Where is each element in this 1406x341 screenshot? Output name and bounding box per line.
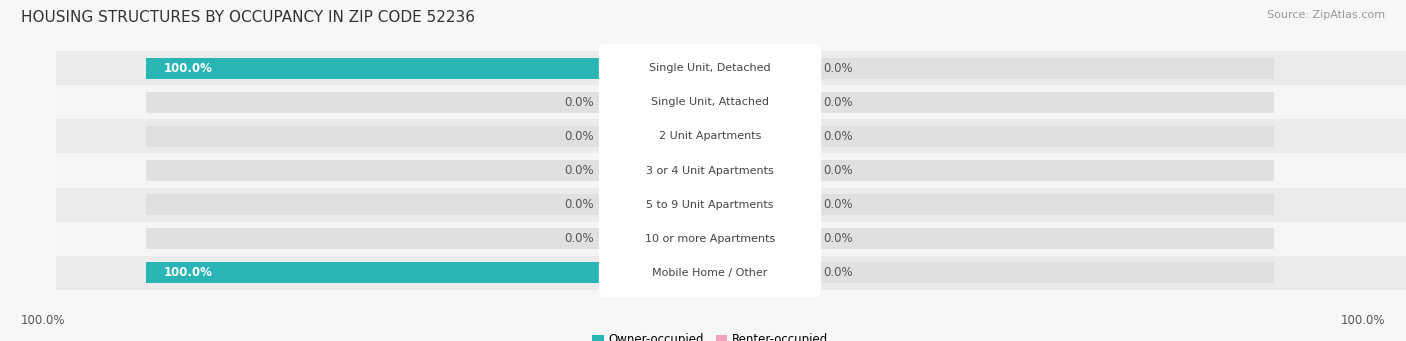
Bar	[146, 92, 1274, 113]
Bar	[56, 153, 1406, 188]
Bar	[146, 160, 1274, 181]
Text: 100.0%: 100.0%	[1340, 314, 1385, 327]
FancyBboxPatch shape	[599, 78, 821, 127]
Bar	[146, 262, 1274, 283]
Bar	[146, 228, 1274, 249]
Bar	[710, 126, 811, 147]
Text: 0.0%: 0.0%	[823, 130, 852, 143]
Bar	[56, 256, 1406, 290]
Text: 0.0%: 0.0%	[823, 96, 852, 109]
Text: 0.0%: 0.0%	[564, 96, 593, 109]
Text: 0.0%: 0.0%	[823, 232, 852, 245]
Bar	[56, 85, 1406, 119]
Text: 5 to 9 Unit Apartments: 5 to 9 Unit Apartments	[647, 199, 773, 210]
Text: 10 or more Apartments: 10 or more Apartments	[645, 234, 775, 244]
Text: Source: ZipAtlas.com: Source: ZipAtlas.com	[1267, 10, 1385, 20]
Bar	[631, 92, 710, 113]
Bar	[710, 262, 811, 283]
Bar	[56, 222, 1406, 256]
Bar	[146, 262, 710, 283]
Bar	[710, 58, 811, 79]
Text: 2 Unit Apartments: 2 Unit Apartments	[659, 131, 761, 142]
Bar	[146, 58, 710, 79]
Bar	[56, 51, 1406, 85]
Text: Single Unit, Attached: Single Unit, Attached	[651, 97, 769, 107]
Bar	[56, 119, 1406, 153]
FancyBboxPatch shape	[599, 214, 821, 263]
Bar	[710, 228, 811, 249]
Text: 0.0%: 0.0%	[823, 62, 852, 75]
Legend: Owner-occupied, Renter-occupied: Owner-occupied, Renter-occupied	[592, 333, 828, 341]
Bar	[710, 92, 811, 113]
Bar	[710, 160, 811, 181]
Text: 0.0%: 0.0%	[564, 164, 593, 177]
Text: 100.0%: 100.0%	[163, 62, 212, 75]
FancyBboxPatch shape	[599, 44, 821, 93]
Text: 0.0%: 0.0%	[564, 198, 593, 211]
Text: 0.0%: 0.0%	[564, 130, 593, 143]
Text: 100.0%: 100.0%	[163, 266, 212, 279]
Bar	[146, 126, 1274, 147]
Text: 0.0%: 0.0%	[823, 164, 852, 177]
Bar	[631, 160, 710, 181]
Bar	[710, 194, 811, 215]
Text: Single Unit, Detached: Single Unit, Detached	[650, 63, 770, 73]
FancyBboxPatch shape	[599, 112, 821, 161]
Bar	[146, 194, 1274, 215]
FancyBboxPatch shape	[599, 248, 821, 297]
Text: HOUSING STRUCTURES BY OCCUPANCY IN ZIP CODE 52236: HOUSING STRUCTURES BY OCCUPANCY IN ZIP C…	[21, 10, 475, 25]
Text: Mobile Home / Other: Mobile Home / Other	[652, 268, 768, 278]
Text: 100.0%: 100.0%	[21, 314, 66, 327]
Bar	[146, 58, 1274, 79]
Bar	[631, 228, 710, 249]
Text: 0.0%: 0.0%	[564, 232, 593, 245]
Bar	[631, 194, 710, 215]
Bar	[56, 188, 1406, 222]
Text: 0.0%: 0.0%	[823, 266, 852, 279]
Text: 3 or 4 Unit Apartments: 3 or 4 Unit Apartments	[647, 165, 773, 176]
Bar	[631, 126, 710, 147]
Text: 0.0%: 0.0%	[823, 198, 852, 211]
FancyBboxPatch shape	[599, 146, 821, 195]
FancyBboxPatch shape	[599, 180, 821, 229]
